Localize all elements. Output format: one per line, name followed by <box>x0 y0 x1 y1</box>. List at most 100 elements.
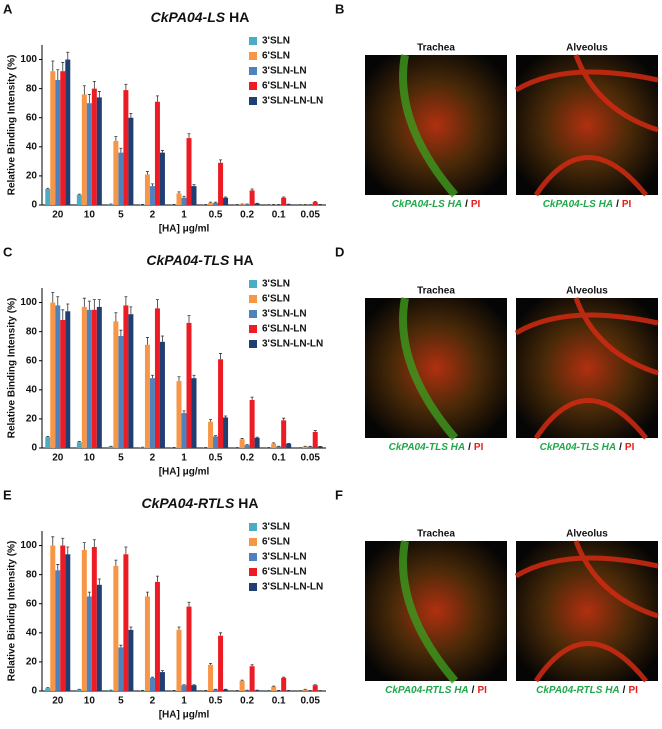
caption-red: PI <box>622 199 632 210</box>
y-tick-label: 40 <box>26 141 38 152</box>
x-tick-label: 0.2 <box>240 210 254 221</box>
bar <box>76 689 82 691</box>
error-bar <box>240 438 244 440</box>
legend-swatch <box>249 310 257 318</box>
bar <box>176 193 182 205</box>
tissue-web <box>514 54 659 197</box>
y-tick-label: 0 <box>31 443 37 454</box>
bar <box>218 162 224 205</box>
bar <box>60 71 66 205</box>
error-bar <box>240 679 244 681</box>
error-bar <box>97 578 101 585</box>
x-tick-label: 2 <box>150 696 156 707</box>
bar <box>254 690 260 691</box>
bar <box>159 152 165 205</box>
image-title: Alveolus <box>566 286 608 297</box>
bar <box>55 570 61 691</box>
image-caption: CkPA04-TLS HA / PI <box>389 442 484 453</box>
bar <box>244 445 250 448</box>
error-bar <box>250 188 254 191</box>
bar <box>191 186 197 205</box>
x-tick-label: 0.05 <box>300 210 320 221</box>
bar <box>128 629 134 691</box>
bar <box>213 436 219 448</box>
legend-label: 3'SLN <box>262 279 290 290</box>
error-bar <box>124 546 128 555</box>
bar <box>139 447 145 448</box>
legend-label: 6'SLN <box>262 537 290 548</box>
bar <box>208 202 214 205</box>
legend-swatch <box>249 553 257 561</box>
bar <box>244 690 250 691</box>
bar <box>223 689 229 691</box>
error-bar <box>177 191 181 194</box>
caption-green: CkPA04-RTLS HA <box>385 685 469 696</box>
error-bar <box>160 670 164 673</box>
bar <box>45 688 51 691</box>
bar <box>86 309 92 448</box>
title-strain: CkPA04-LS <box>151 9 226 25</box>
error-bar <box>182 195 186 198</box>
bar <box>128 117 134 205</box>
x-tick-label: 2 <box>150 210 156 221</box>
bar <box>218 359 224 448</box>
legend-label: 3'SLN-LN <box>262 552 307 563</box>
chart-title: CkPA04-RTLS HA <box>141 495 258 511</box>
bar <box>286 443 292 448</box>
error-bar <box>192 184 196 187</box>
error-bar <box>119 644 123 648</box>
chart-title: CkPA04-LS HA <box>151 9 250 25</box>
image-title: Trachea <box>417 286 455 297</box>
bar <box>118 336 124 448</box>
bar <box>65 59 71 205</box>
image-title: Trachea <box>417 529 455 540</box>
bar <box>50 71 56 205</box>
caption-sep: / <box>468 442 471 453</box>
x-tick-label: 20 <box>52 210 64 221</box>
error-bar <box>61 309 65 320</box>
error-bar <box>155 299 159 309</box>
x-tick-label: 10 <box>84 210 96 221</box>
bar <box>123 305 129 448</box>
bar <box>144 344 150 448</box>
x-tick-label: 0.05 <box>300 453 320 464</box>
bar <box>159 341 165 448</box>
bar <box>159 672 165 691</box>
image-caption: CkPA04-LS HA / PI <box>392 199 481 210</box>
error-bar <box>313 430 317 432</box>
error-bar <box>82 542 86 550</box>
error-bar <box>124 83 128 91</box>
error-bar <box>129 306 133 315</box>
legend-swatch <box>249 523 257 531</box>
error-bar <box>114 312 118 322</box>
bar <box>55 79 61 205</box>
bar <box>249 400 255 448</box>
x-axis-label: [HA] μg/ml <box>159 710 210 721</box>
caption-green: CkPA04-RTLS HA <box>536 685 620 696</box>
error-bar <box>129 626 133 630</box>
error-bar <box>77 193 81 195</box>
bar <box>176 381 182 448</box>
bar <box>108 446 114 448</box>
bar <box>108 690 114 691</box>
bar <box>86 596 92 691</box>
error-bar <box>66 51 70 60</box>
error-bar <box>250 396 254 400</box>
title-text: HA <box>229 9 249 25</box>
error-bar <box>114 136 118 141</box>
error-bar <box>219 159 223 163</box>
x-tick-label: 0.5 <box>209 696 223 707</box>
x-tick-label: 5 <box>118 696 124 707</box>
legend-label: 6'SLN-LN <box>262 567 307 578</box>
bar <box>302 446 308 448</box>
x-tick-label: 1 <box>181 453 187 464</box>
bar <box>154 581 160 691</box>
error-bar <box>61 62 65 72</box>
y-tick-label: 20 <box>26 657 38 668</box>
bar <box>113 321 119 448</box>
y-tick-label: 40 <box>26 384 38 395</box>
error-bar <box>56 69 60 80</box>
bar <box>96 97 102 205</box>
error-bar <box>150 374 154 379</box>
